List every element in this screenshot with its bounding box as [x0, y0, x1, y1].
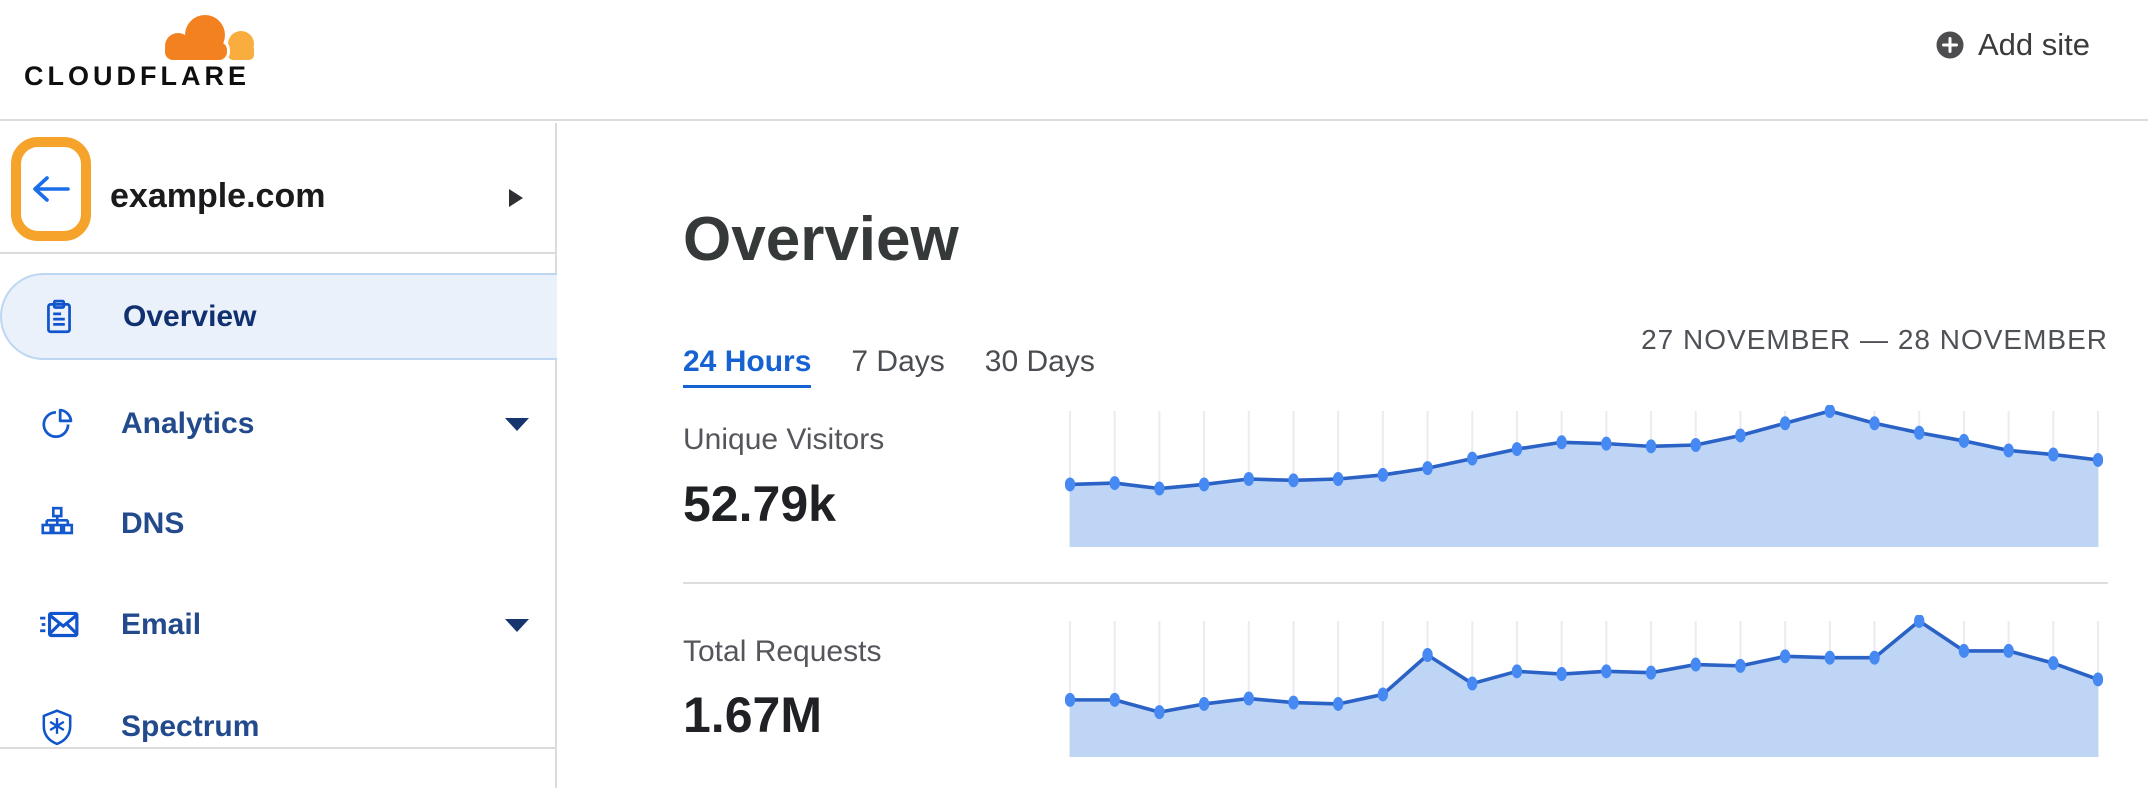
- site-expand-triangle-right-icon[interactable]: [509, 189, 523, 207]
- page-title: Overview: [683, 205, 959, 274]
- back-arrow-icon[interactable]: [30, 174, 72, 204]
- total-requests-label: Total Requests: [683, 635, 882, 668]
- metrics-divider: [683, 582, 2108, 584]
- tab-30-days[interactable]: 30 Days: [984, 345, 1095, 378]
- sidebar-item-spectrum[interactable]: Spectrum: [0, 705, 557, 749]
- add-site-button[interactable]: Add site: [1935, 29, 2090, 60]
- main-content: Overview 24 Hours 7 Days 30 Days 27 NOVE…: [559, 123, 2148, 788]
- shield-snowflake-icon: [42, 709, 72, 746]
- plus-circle-icon: [1936, 31, 1964, 58]
- site-name[interactable]: example.com: [110, 177, 326, 215]
- site-sidebar: example.com Overview Analytics DNS: [0, 123, 557, 788]
- cloudflare-cloud-icon: [162, 12, 254, 62]
- sidebar-item-analytics[interactable]: Analytics: [0, 402, 557, 446]
- sidebar-item-label: DNS: [121, 507, 185, 540]
- total-requests-chart: [1064, 614, 2104, 757]
- clipboard-icon: [47, 299, 71, 333]
- chevron-down-icon[interactable]: [505, 619, 529, 632]
- sidebar-item-label: Overview: [123, 299, 257, 333]
- tab-7-days[interactable]: 7 Days: [851, 345, 945, 378]
- unique-visitors-value: 52.79k: [683, 476, 836, 532]
- sidebar-item-label: Email: [121, 608, 202, 641]
- sidebar-item-label: Analytics: [121, 407, 255, 440]
- date-range-label: 27 NOVEMBER — 28 NOVEMBER: [1641, 324, 2108, 355]
- envelope-icon: [40, 611, 79, 638]
- add-site-label: Add site: [1977, 27, 2090, 62]
- unique-visitors-chart: [1064, 404, 2104, 547]
- annotation-highlight-box: [11, 137, 91, 241]
- top-header: CLOUDFLARE Add site: [0, 0, 2148, 121]
- unique-visitors-label: Unique Visitors: [683, 423, 885, 456]
- sidebar-section-divider: [0, 747, 557, 749]
- time-range-tabs: 24 Hours 7 Days 30 Days: [683, 347, 1095, 388]
- sidebar-item-dns[interactable]: DNS: [0, 502, 557, 546]
- site-selector-row: example.com: [0, 123, 555, 254]
- cloudflare-logo[interactable]: CLOUDFLARE: [24, 6, 262, 92]
- hierarchy-icon: [41, 506, 74, 535]
- sidebar-item-email[interactable]: Email: [0, 603, 557, 647]
- tab-24-hours[interactable]: 24 Hours: [683, 347, 812, 388]
- pie-chart-icon: [42, 408, 73, 439]
- total-requests-value: 1.67M: [683, 687, 822, 743]
- cloudflare-wordmark: CLOUDFLARE: [24, 61, 250, 91]
- chevron-down-icon[interactable]: [505, 418, 529, 431]
- sidebar-item-label: Spectrum: [121, 710, 260, 743]
- sidebar-item-overview[interactable]: Overview: [0, 273, 557, 360]
